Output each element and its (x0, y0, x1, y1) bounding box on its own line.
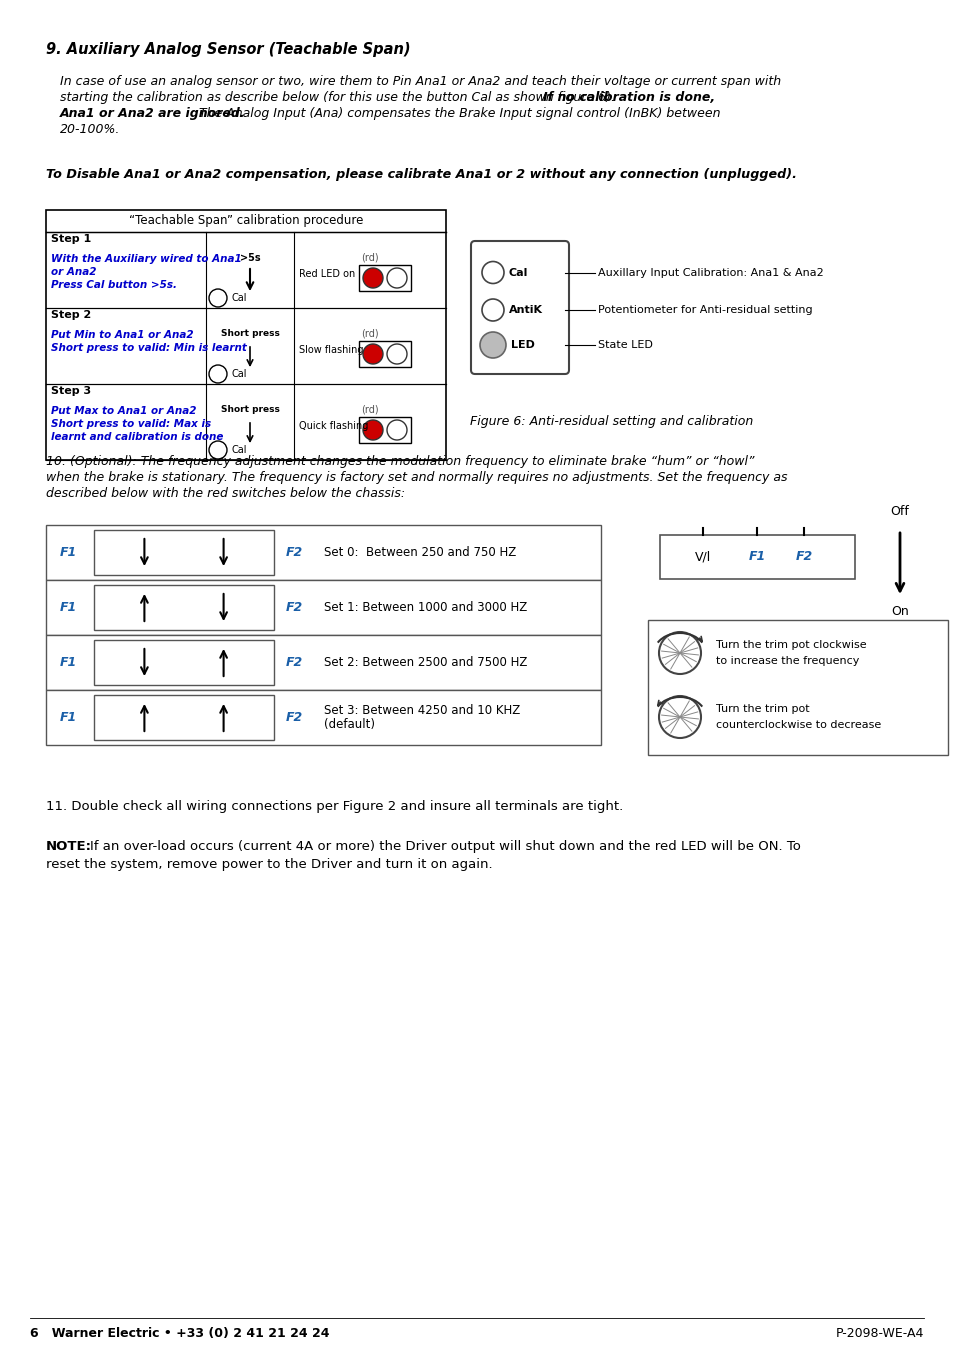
Text: (rd): (rd) (361, 328, 378, 338)
Text: Figure 6: Anti-residual setting and calibration: Figure 6: Anti-residual setting and cali… (470, 414, 753, 428)
FancyBboxPatch shape (471, 242, 568, 374)
Text: Short press to valid: Min is learnt: Short press to valid: Min is learnt (51, 343, 247, 352)
Text: Auxillary Input Calibration: Ana1 & Ana2: Auxillary Input Calibration: Ana1 & Ana2 (598, 267, 822, 278)
Bar (46, 525, 600, 580)
Bar (358, 265, 411, 292)
Text: Slow flashing: Slow flashing (298, 346, 363, 355)
Text: Cal: Cal (509, 267, 528, 278)
Text: learnt and calibration is done: learnt and calibration is done (51, 432, 223, 441)
Text: Turn the trim pot clockwise: Turn the trim pot clockwise (716, 640, 865, 649)
Text: F2: F2 (285, 601, 302, 614)
Text: F2: F2 (285, 545, 302, 559)
Text: Red LED on: Red LED on (298, 269, 355, 279)
Text: F1: F1 (59, 656, 76, 670)
Text: to increase the frequency: to increase the frequency (716, 656, 859, 666)
Text: Ana1 or Ana2 are ignored.: Ana1 or Ana2 are ignored. (60, 107, 245, 120)
Text: In case of use an analog sensor or two, wire them to Pin Ana1 or Ana2 and teach : In case of use an analog sensor or two, … (60, 76, 781, 88)
Text: Potentiometer for Anti-residual setting: Potentiometer for Anti-residual setting (598, 305, 812, 315)
Text: The Analog Input (Ana) compensates the Brake Input signal control (InBK) between: The Analog Input (Ana) compensates the B… (191, 107, 720, 120)
Text: V/l: V/l (694, 551, 710, 563)
Text: With the Auxiliary wired to Ana1: With the Auxiliary wired to Ana1 (51, 254, 241, 265)
Text: Cal: Cal (232, 293, 247, 302)
Text: F2: F2 (795, 551, 812, 563)
Circle shape (387, 420, 407, 440)
Text: Quick flashing: Quick flashing (298, 421, 368, 431)
Bar (46, 634, 600, 690)
Text: Turn the trim pot: Turn the trim pot (716, 703, 809, 714)
Text: Set 0:  Between 250 and 750 HZ: Set 0: Between 250 and 750 HZ (324, 545, 516, 559)
Text: Short press: Short press (220, 329, 279, 338)
Text: starting the calibration as describe below (for this use the button Cal as shown: starting the calibration as describe bel… (60, 90, 618, 104)
Text: 10. (Optional): The frequency adjustment changes the modulation frequency to eli: 10. (Optional): The frequency adjustment… (46, 455, 754, 468)
Text: Step 1: Step 1 (51, 234, 91, 244)
Circle shape (659, 632, 700, 674)
Text: F1: F1 (59, 711, 76, 724)
Circle shape (481, 298, 503, 321)
Text: 9. Auxiliary Analog Sensor (Teachable Span): 9. Auxiliary Analog Sensor (Teachable Sp… (46, 42, 410, 57)
Text: F1: F1 (59, 545, 76, 559)
Text: Cal: Cal (232, 369, 247, 379)
Text: Short press: Short press (220, 405, 279, 414)
Circle shape (659, 697, 700, 738)
Text: If no calibration is done,: If no calibration is done, (542, 90, 715, 104)
Bar (358, 417, 411, 443)
Text: If an over-load occurs (current 4A or more) the Driver output will shut down and: If an over-load occurs (current 4A or mo… (90, 840, 800, 853)
Circle shape (209, 441, 227, 459)
Text: Put Max to Ana1 or Ana2: Put Max to Ana1 or Ana2 (51, 406, 196, 416)
Text: F1: F1 (59, 601, 76, 614)
Text: 6   Warner Electric • +33 (0) 2 41 21 24 24: 6 Warner Electric • +33 (0) 2 41 21 24 2… (30, 1327, 329, 1341)
Circle shape (479, 332, 505, 358)
Text: Cal: Cal (232, 446, 247, 455)
Bar (94, 640, 274, 684)
Text: Step 3: Step 3 (51, 386, 91, 396)
Bar (46, 690, 600, 745)
Bar (94, 585, 274, 630)
Circle shape (387, 344, 407, 364)
Text: described below with the red switches below the chassis:: described below with the red switches be… (46, 487, 405, 500)
Circle shape (387, 269, 407, 288)
Text: (default): (default) (324, 718, 375, 730)
Text: when the brake is stationary. The frequency is factory set and normally requires: when the brake is stationary. The freque… (46, 471, 786, 485)
Text: P-2098-WE-A4: P-2098-WE-A4 (835, 1327, 923, 1341)
Bar (358, 342, 411, 367)
Circle shape (363, 344, 382, 364)
Circle shape (209, 289, 227, 306)
Bar (46, 580, 600, 634)
Text: >5s: >5s (239, 252, 260, 263)
Text: “Teachable Span” calibration procedure: “Teachable Span” calibration procedure (129, 215, 363, 227)
Text: To Disable Ana1 or Ana2 compensation, please calibrate Ana1 or 2 without any con: To Disable Ana1 or Ana2 compensation, pl… (46, 167, 796, 181)
Text: F2: F2 (285, 656, 302, 670)
Text: (rd): (rd) (361, 252, 378, 262)
Text: counterclockwise to decrease: counterclockwise to decrease (716, 720, 881, 730)
Circle shape (363, 269, 382, 288)
Text: Step 2: Step 2 (51, 310, 91, 320)
Text: Short press to valid: Max is: Short press to valid: Max is (51, 418, 211, 429)
Bar (94, 695, 274, 740)
Bar (659, 535, 854, 579)
Text: Set 2: Between 2500 and 7500 HZ: Set 2: Between 2500 and 7500 HZ (324, 656, 527, 670)
Text: AntiK: AntiK (509, 305, 542, 315)
Circle shape (209, 364, 227, 383)
Text: Press Cal button >5s.: Press Cal button >5s. (51, 279, 177, 290)
Text: On: On (890, 605, 908, 618)
Text: NOTE:: NOTE: (46, 840, 91, 853)
Text: F2: F2 (285, 711, 302, 724)
Text: (rd): (rd) (361, 404, 378, 414)
Text: Set 1: Between 1000 and 3000 HZ: Set 1: Between 1000 and 3000 HZ (324, 601, 527, 614)
Text: Put Min to Ana1 or Ana2: Put Min to Ana1 or Ana2 (51, 329, 193, 340)
Text: LED: LED (511, 340, 535, 350)
Bar (46, 211, 446, 460)
Text: State LED: State LED (598, 340, 652, 350)
Text: 11. Double check all wiring connections per Figure 2 and insure all terminals ar: 11. Double check all wiring connections … (46, 801, 622, 813)
Circle shape (481, 262, 503, 284)
Bar (94, 531, 274, 575)
Text: reset the system, remove power to the Driver and turn it on again.: reset the system, remove power to the Dr… (46, 859, 492, 871)
Text: F1: F1 (748, 551, 765, 563)
Text: Set 3: Between 4250 and 10 KHZ: Set 3: Between 4250 and 10 KHZ (324, 703, 519, 717)
Text: Off: Off (890, 505, 908, 518)
Text: or Ana2: or Ana2 (51, 267, 96, 277)
Bar (647, 620, 947, 755)
Circle shape (363, 420, 382, 440)
Text: 20-100%.: 20-100%. (60, 123, 120, 136)
